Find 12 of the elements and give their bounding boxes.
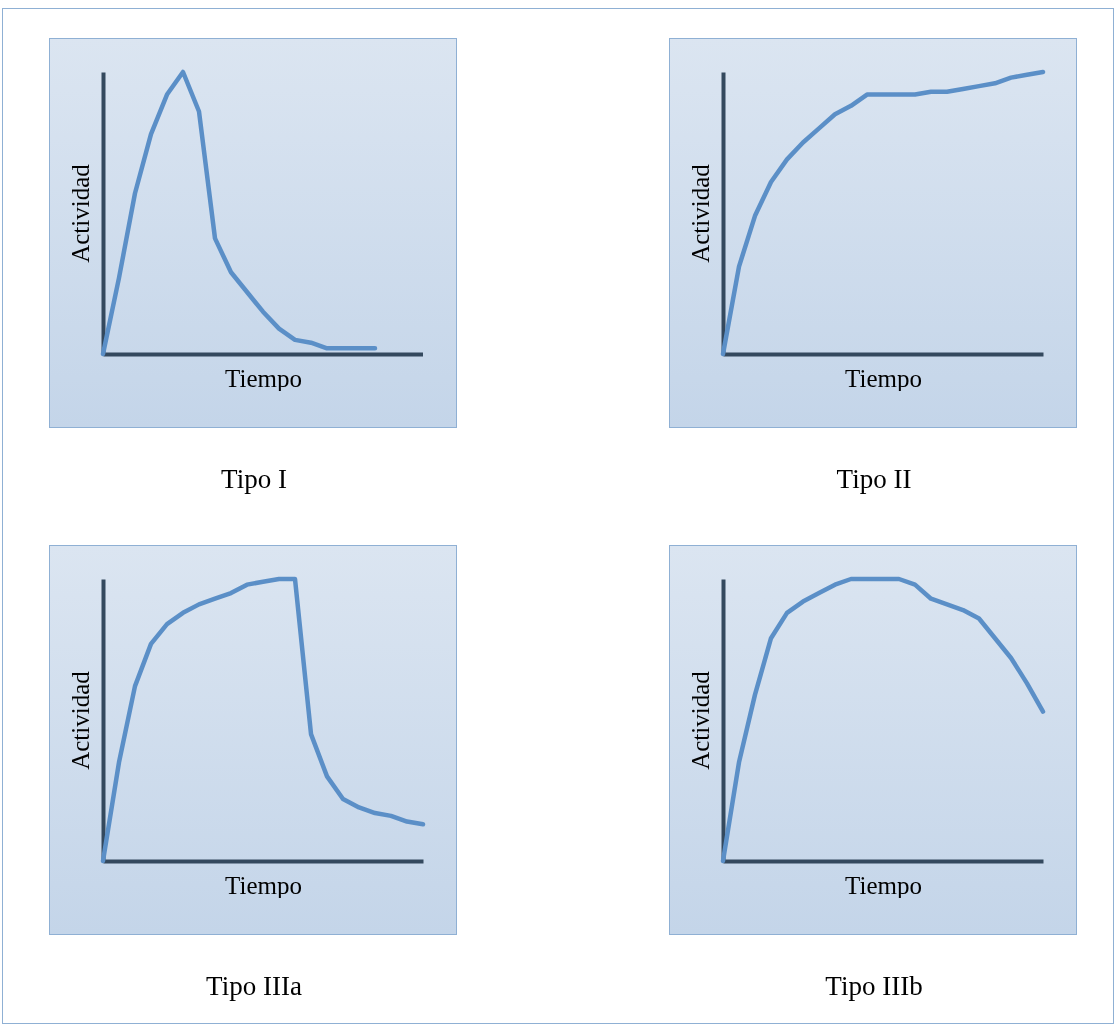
x-axis-title: Tiempo <box>845 871 922 899</box>
y-axis-title: Actividad <box>686 163 714 263</box>
y-axis-title: Actividad <box>66 670 94 770</box>
x-axis-title: Tiempo <box>225 871 302 899</box>
text: Tipo IIIa <box>205 971 303 1002</box>
x-axis-title: Tiempo <box>225 364 302 392</box>
text: Tipo IIIb <box>824 971 924 1002</box>
y-axis-title: Actividad <box>686 670 714 770</box>
text: Tipo I <box>220 464 288 495</box>
y-axis-title: Actividad <box>66 163 94 263</box>
x-axis-title: Tiempo <box>845 364 922 392</box>
text: Tipo II <box>835 464 913 495</box>
